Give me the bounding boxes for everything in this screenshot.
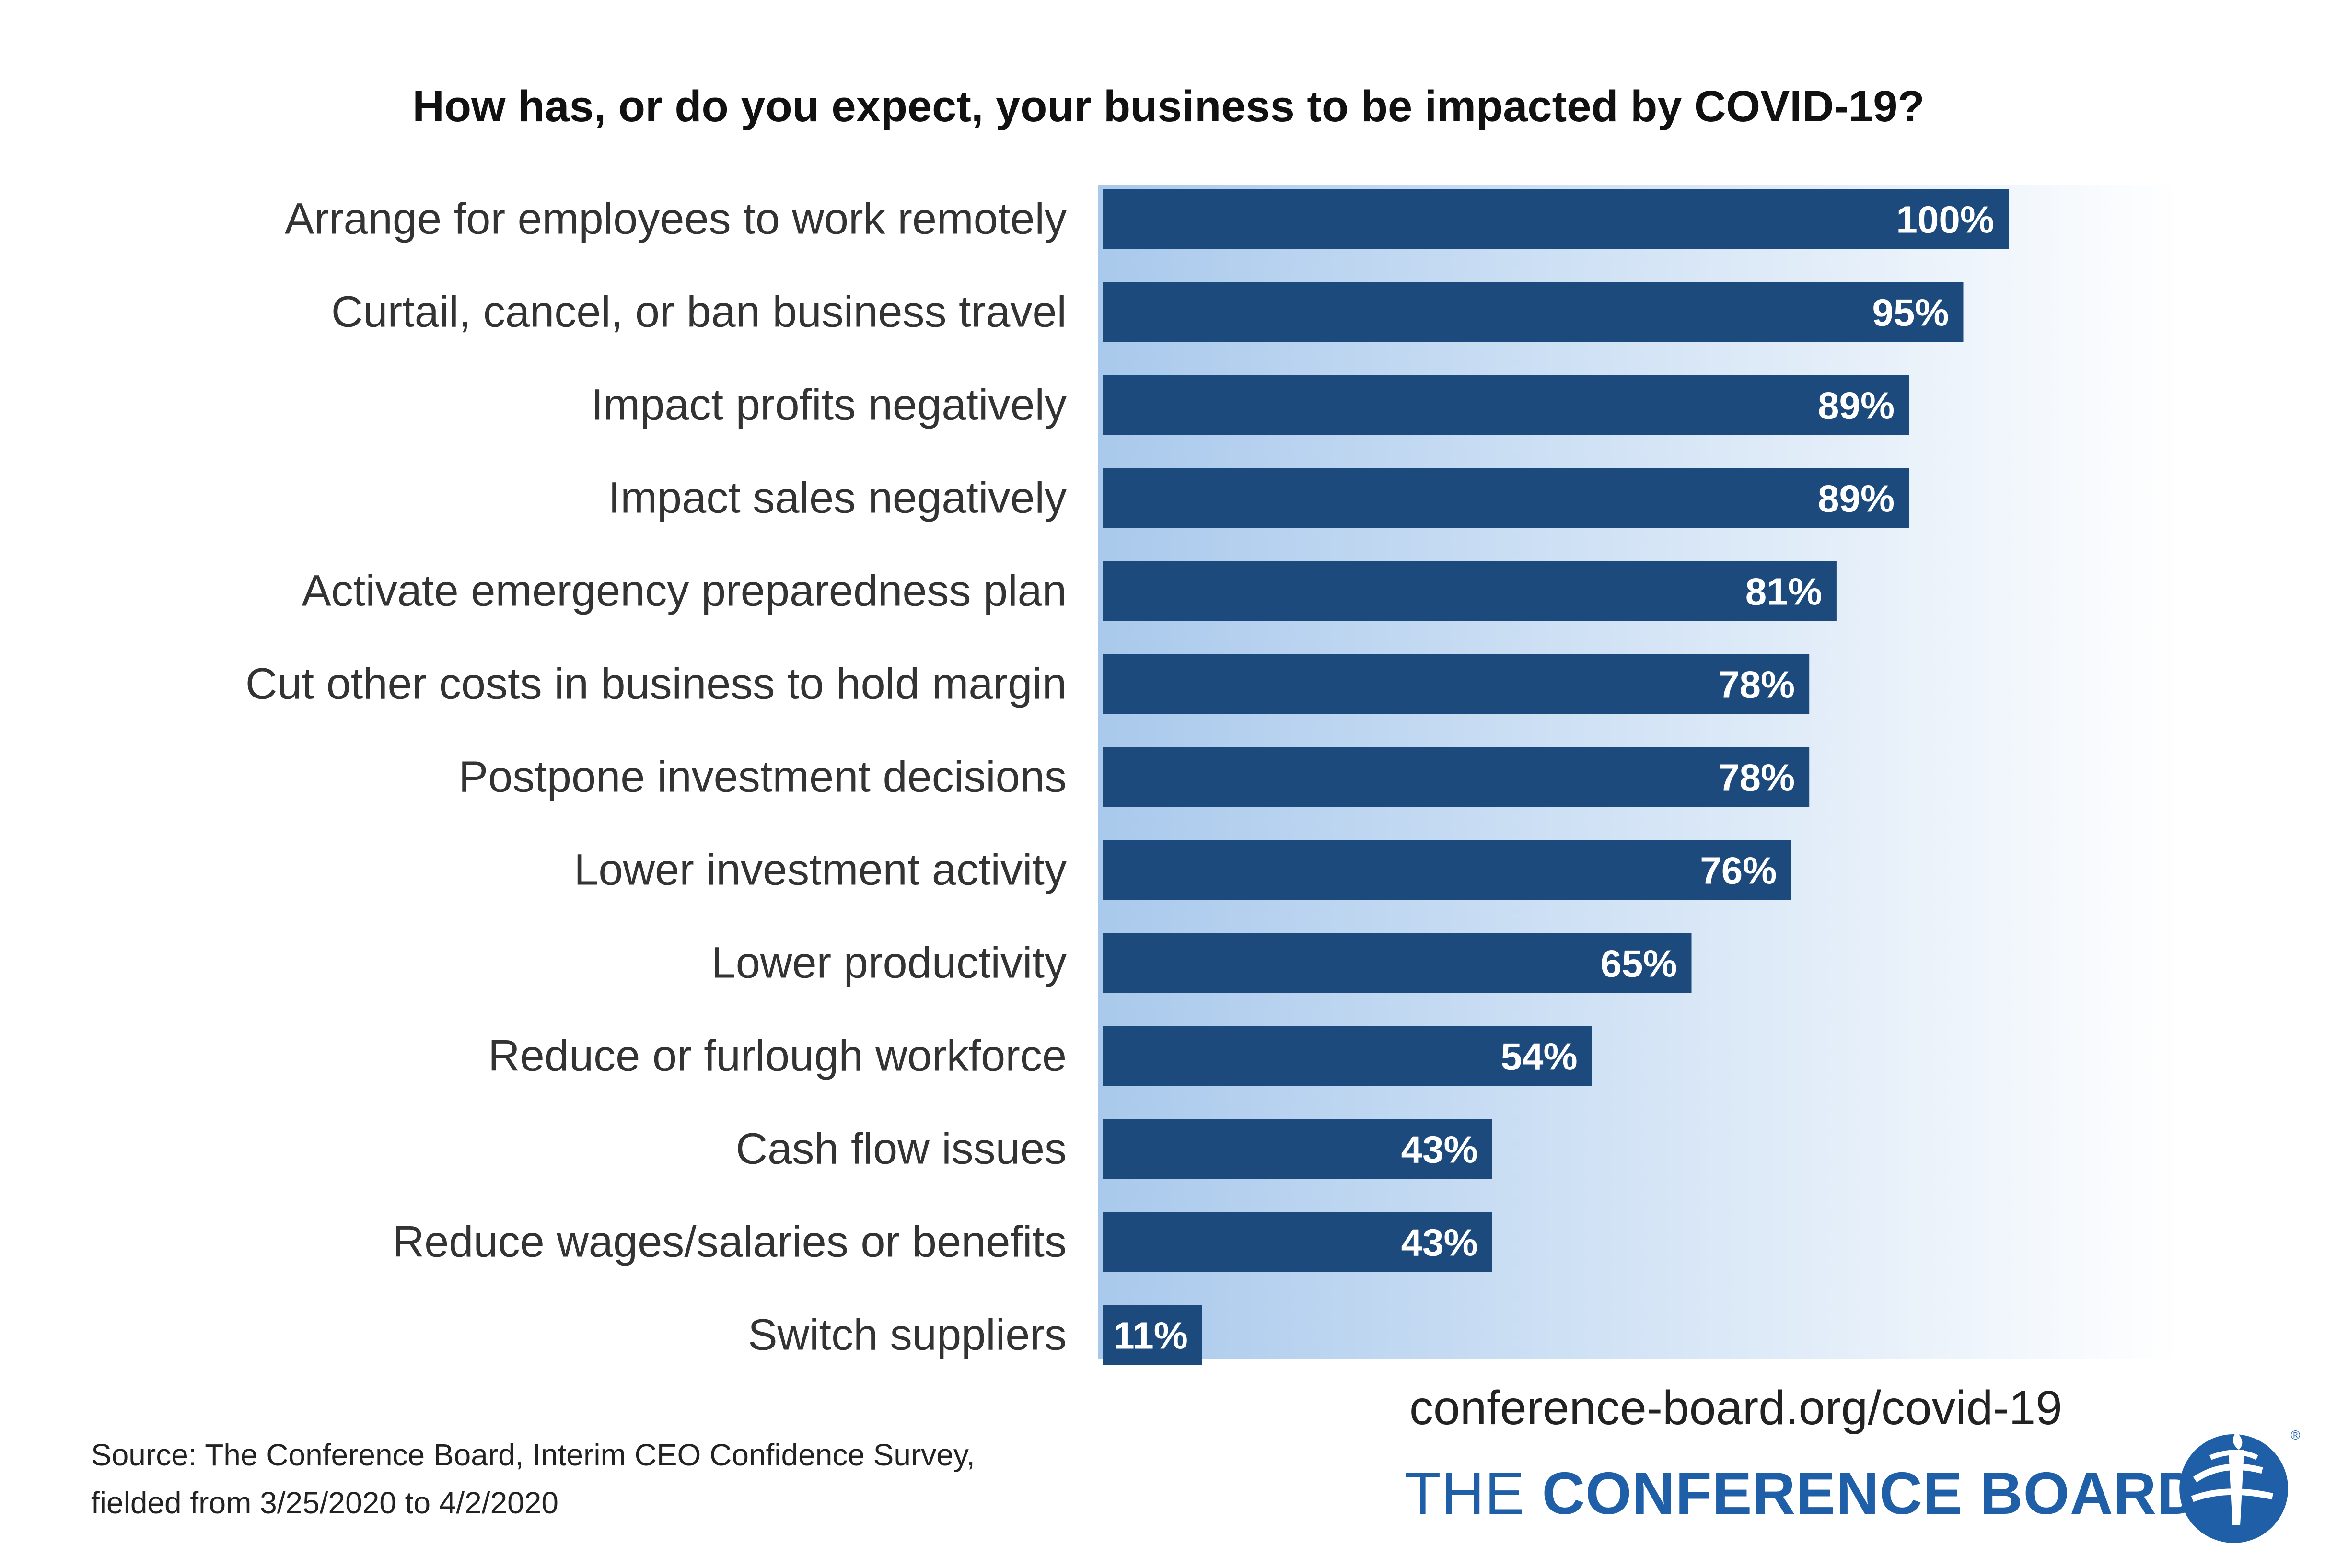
torch-globe-icon: ® — [2179, 1428, 2300, 1543]
data-label: 11% — [1113, 1314, 1188, 1357]
data-label: 65% — [1600, 942, 1677, 985]
source-note: Source: The Conference Board, Interim CE… — [91, 1431, 975, 1527]
category-label: Lower investment activity — [574, 846, 1067, 894]
category-label: Reduce wages/salaries or benefits — [393, 1218, 1067, 1266]
bar — [1103, 561, 1837, 621]
bar — [1103, 1026, 1592, 1086]
registered-mark: ® — [2290, 1428, 2300, 1442]
data-label: 43% — [1401, 1221, 1478, 1264]
bar — [1103, 654, 1810, 714]
category-label: Activate emergency preparedness plan — [302, 567, 1067, 616]
bar — [1103, 933, 1692, 993]
data-label: 95% — [1872, 291, 1949, 334]
bar — [1103, 747, 1810, 807]
data-label: 100% — [1896, 198, 1994, 241]
bar — [1103, 1212, 1492, 1272]
category-label: Postpone investment decisions — [459, 753, 1067, 801]
brand-wordmark: THE CONFERENCE BOARD — [1405, 1460, 2200, 1528]
category-label: Cash flow issues — [736, 1125, 1067, 1173]
data-label: 78% — [1718, 756, 1795, 799]
category-label: Impact profits negatively — [591, 381, 1067, 430]
data-label: 81% — [1745, 570, 1822, 613]
footer-url-link[interactable]: conference-board.org/covid-19 — [1409, 1381, 2062, 1435]
data-label: 89% — [1818, 384, 1895, 427]
category-label: Curtail, cancel, or ban business travel — [331, 288, 1067, 337]
data-label: 89% — [1818, 477, 1895, 520]
source-line-2: fielded from 3/25/2020 to 4/2/2020 — [91, 1486, 558, 1520]
bar — [1103, 282, 1964, 342]
brand-name-bold: CONFERENCE BOARD — [1542, 1461, 2200, 1527]
bar — [1103, 1305, 1202, 1365]
bar — [1103, 189, 2009, 249]
category-label: Reduce or furlough workforce — [488, 1032, 1067, 1080]
data-label: 43% — [1401, 1128, 1478, 1171]
source-line-1: Source: The Conference Board, Interim CE… — [91, 1438, 975, 1472]
category-label: Cut other costs in business to hold marg… — [245, 660, 1067, 709]
category-label: Arrange for employees to work remotely — [285, 195, 1067, 244]
data-label: 76% — [1700, 849, 1777, 892]
category-label: Switch suppliers — [748, 1311, 1067, 1359]
bar — [1103, 375, 1909, 435]
data-label: 78% — [1718, 663, 1795, 706]
category-label: Impact sales negatively — [608, 474, 1067, 523]
bar — [1103, 468, 1909, 528]
bar — [1103, 840, 1791, 900]
chart-title: How has, or do you expect, your business… — [412, 82, 1925, 131]
bar — [1103, 1119, 1492, 1179]
category-label: Lower productivity — [711, 939, 1067, 987]
data-label: 54% — [1500, 1035, 1577, 1078]
brand-name-light: THE — [1405, 1461, 1525, 1527]
